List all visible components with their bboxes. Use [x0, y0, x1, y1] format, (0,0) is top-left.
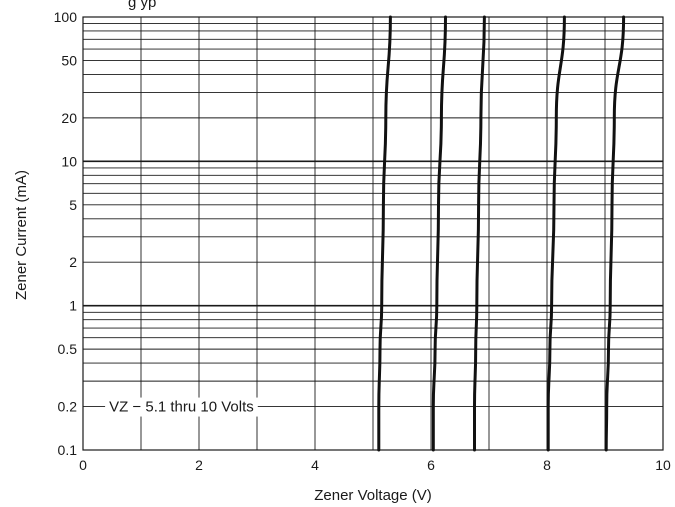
series-line-1: [377, 15, 392, 452]
y-tick-labels: 0.1 0.2 0.5 1 2 5 10 20 50 100: [54, 9, 78, 458]
x-tick-label: 2: [195, 457, 203, 473]
series-group: [377, 15, 626, 452]
y-tick-label: 20: [61, 110, 77, 126]
y-axis-label: Zener Current (mA): [13, 170, 30, 300]
series-line-2: [431, 15, 447, 452]
x-tick-label: 0: [79, 457, 87, 473]
y-tick-label: 0.1: [58, 442, 78, 458]
x-tick-label: 6: [427, 457, 435, 473]
chart-title-fragment: g yp: [128, 0, 156, 11]
y-tick-label: 0.2: [58, 399, 78, 415]
x-tick-label: 4: [311, 457, 319, 473]
y-tick-label: 1: [69, 298, 77, 314]
y-tick-label: 50: [61, 52, 77, 68]
plot-frame: [82, 16, 664, 451]
series-line-5: [604, 15, 626, 452]
x-tick-labels: 0 2 4 6 8 10: [79, 457, 671, 473]
x-tick-label: 10: [655, 457, 671, 473]
series-line-4: [546, 15, 566, 452]
annotation-background: [105, 397, 258, 417]
annotation-group: VZ − 5.1 thru 10 Volts: [105, 397, 258, 417]
grid: [83, 17, 663, 450]
y-tick-label: 10: [61, 153, 77, 169]
series-line-3: [473, 15, 486, 452]
x-tick-label: 8: [543, 457, 551, 473]
annotation-text: VZ − 5.1 thru 10 Volts: [109, 399, 254, 416]
y-tick-label: 2: [69, 254, 77, 270]
x-axis-label: Zener Voltage (V): [314, 487, 432, 504]
y-tick-label: 5: [69, 197, 77, 213]
y-tick-label: 100: [54, 9, 78, 25]
y-tick-label: 0.5: [58, 341, 78, 357]
